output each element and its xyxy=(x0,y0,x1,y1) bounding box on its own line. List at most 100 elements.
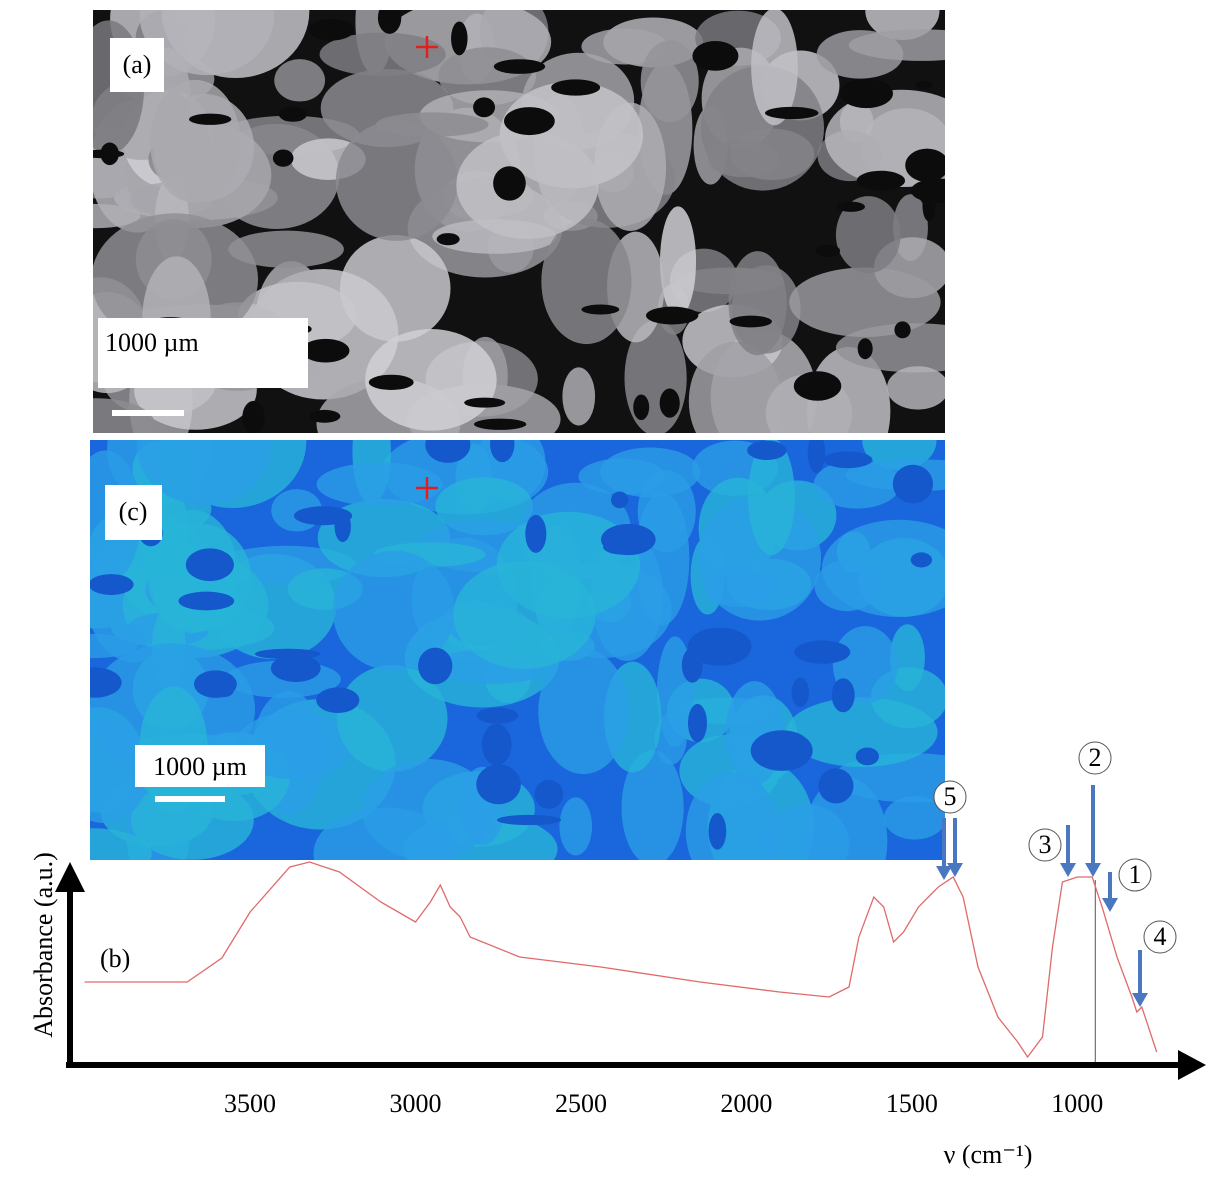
pore xyxy=(600,523,656,556)
pore xyxy=(504,107,555,136)
grain xyxy=(365,329,497,431)
arrow-head xyxy=(936,866,952,880)
label-box xyxy=(105,485,162,540)
annotation-label: 1 xyxy=(1129,860,1142,889)
pore xyxy=(293,506,353,526)
grain xyxy=(453,560,596,669)
grain xyxy=(562,367,596,426)
pore xyxy=(474,418,527,430)
grain xyxy=(728,251,787,356)
grain xyxy=(748,440,795,556)
grain xyxy=(637,470,696,553)
pore xyxy=(451,21,468,56)
pore xyxy=(377,10,402,34)
spectrum-line xyxy=(84,861,1158,1059)
annotation-label: 3 xyxy=(1039,830,1052,859)
grain xyxy=(150,79,241,203)
pore xyxy=(481,723,512,766)
pore xyxy=(308,18,355,41)
grain xyxy=(578,458,665,495)
scale-bar xyxy=(155,796,225,802)
pore xyxy=(910,178,945,203)
grain xyxy=(621,750,684,860)
pore xyxy=(611,491,629,509)
pore xyxy=(922,189,936,222)
pore xyxy=(750,730,813,771)
pore xyxy=(242,400,265,433)
annotation-circle xyxy=(1028,828,1062,862)
pore xyxy=(815,244,841,258)
pore xyxy=(278,106,308,122)
pore xyxy=(823,451,873,469)
pore xyxy=(90,574,134,595)
annotation-label: 5 xyxy=(944,782,957,811)
pore xyxy=(425,440,471,463)
grain xyxy=(456,130,599,239)
grain xyxy=(835,196,901,274)
label-box xyxy=(98,318,308,388)
arrow-head xyxy=(1060,863,1076,877)
pore xyxy=(892,464,934,504)
grain xyxy=(559,797,593,856)
scale-bar xyxy=(112,410,184,416)
x-axis-title: ν (cm⁻¹) xyxy=(944,1140,1033,1169)
x-axis-arrow xyxy=(1178,1050,1206,1080)
grain xyxy=(659,206,697,317)
pore xyxy=(476,764,521,805)
pore xyxy=(178,591,235,611)
pore xyxy=(473,97,496,118)
grain xyxy=(705,569,777,608)
pore xyxy=(490,440,515,463)
grain xyxy=(848,29,945,61)
grain xyxy=(786,697,938,768)
grain xyxy=(90,828,152,860)
y-axis-title: Absorbance (a.u.) xyxy=(29,852,58,1038)
grain xyxy=(336,665,448,772)
y-axis-arrow xyxy=(55,862,85,892)
grain xyxy=(708,139,780,178)
pore xyxy=(254,648,321,660)
grain xyxy=(339,235,451,342)
cross-marker xyxy=(416,36,438,499)
pore xyxy=(308,409,341,423)
annotation-label: 4 xyxy=(1154,922,1167,951)
grain xyxy=(541,218,632,345)
pore xyxy=(765,106,819,120)
arrow-head xyxy=(1132,993,1148,1007)
grain xyxy=(435,477,534,536)
pore xyxy=(807,440,826,474)
panel-label: (a) xyxy=(123,50,152,79)
pore xyxy=(551,79,601,96)
pore xyxy=(418,647,453,685)
pore xyxy=(534,779,564,809)
pore xyxy=(646,306,699,325)
pore xyxy=(493,59,546,74)
grain xyxy=(136,440,272,506)
pore xyxy=(188,113,232,125)
grain xyxy=(362,759,494,860)
grain xyxy=(886,366,945,410)
grain xyxy=(538,648,629,775)
pore xyxy=(185,548,234,582)
pore xyxy=(708,812,727,850)
pore xyxy=(729,315,772,328)
pore xyxy=(857,338,873,360)
x-tick-label: 3000 xyxy=(390,1089,442,1118)
pore xyxy=(747,440,787,460)
pore xyxy=(90,667,122,698)
grain xyxy=(581,28,668,65)
grain xyxy=(316,462,443,507)
pore xyxy=(836,201,865,212)
scale-label: 1000 µm xyxy=(153,752,247,781)
grain xyxy=(319,32,446,77)
grain xyxy=(139,10,275,76)
pore xyxy=(791,677,810,708)
spectrum-chart: 3500 3000 2500 2000 1500 1000 ν (cm⁻¹) Absorban… xyxy=(29,741,1206,1169)
plot-bg xyxy=(78,862,1208,1062)
grain xyxy=(821,519,945,618)
grain xyxy=(332,550,455,671)
pore xyxy=(212,685,234,698)
grain xyxy=(751,10,798,126)
pore xyxy=(856,170,906,191)
pore xyxy=(633,394,650,421)
